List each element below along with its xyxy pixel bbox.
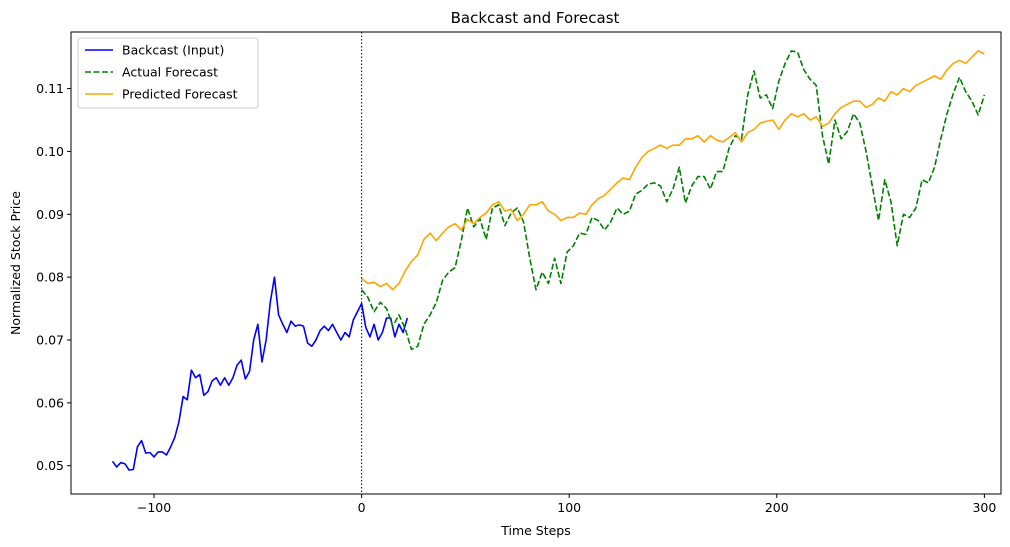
legend: Backcast (Input) Actual Forecast Predicted… [77,37,259,109]
y-tick-label: 0.06 [36,395,64,410]
y-tick-label: 0.09 [36,207,64,222]
y-tick-label: 0.08 [36,270,64,285]
y-axis-label: Normalized Stock Price [8,191,23,335]
legend-label: Predicted Forecast [122,87,238,102]
chart-title: Backcast and Forecast [451,9,620,27]
x-axis-label: Time Steps [500,523,571,538]
series-line-1 [361,50,986,351]
y-tick-label: 0.11 [36,81,64,96]
y-tick-label: 0.05 [36,458,64,473]
legend-label: Backcast (Input) [122,43,224,58]
x-tick-label: −100 [137,500,171,515]
x-tick-label: 300 [972,500,996,515]
series-layer [111,50,986,471]
y-axis: 0.05 0.06 0.07 0.08 0.09 0.10 0.11 [36,81,71,473]
x-tick-label: 100 [557,500,581,515]
plot-frame [70,31,1002,495]
legend-label: Actual Forecast [122,65,218,80]
x-tick-label: 200 [765,500,789,515]
x-tick-label: 0 [358,500,366,515]
y-tick-label: 0.10 [36,144,64,159]
legend-box [77,37,259,109]
series-line-2 [361,50,985,291]
x-axis: −100 0 100 200 300 [137,494,996,515]
series-line-0 [111,276,409,471]
y-tick-label: 0.07 [36,333,64,348]
